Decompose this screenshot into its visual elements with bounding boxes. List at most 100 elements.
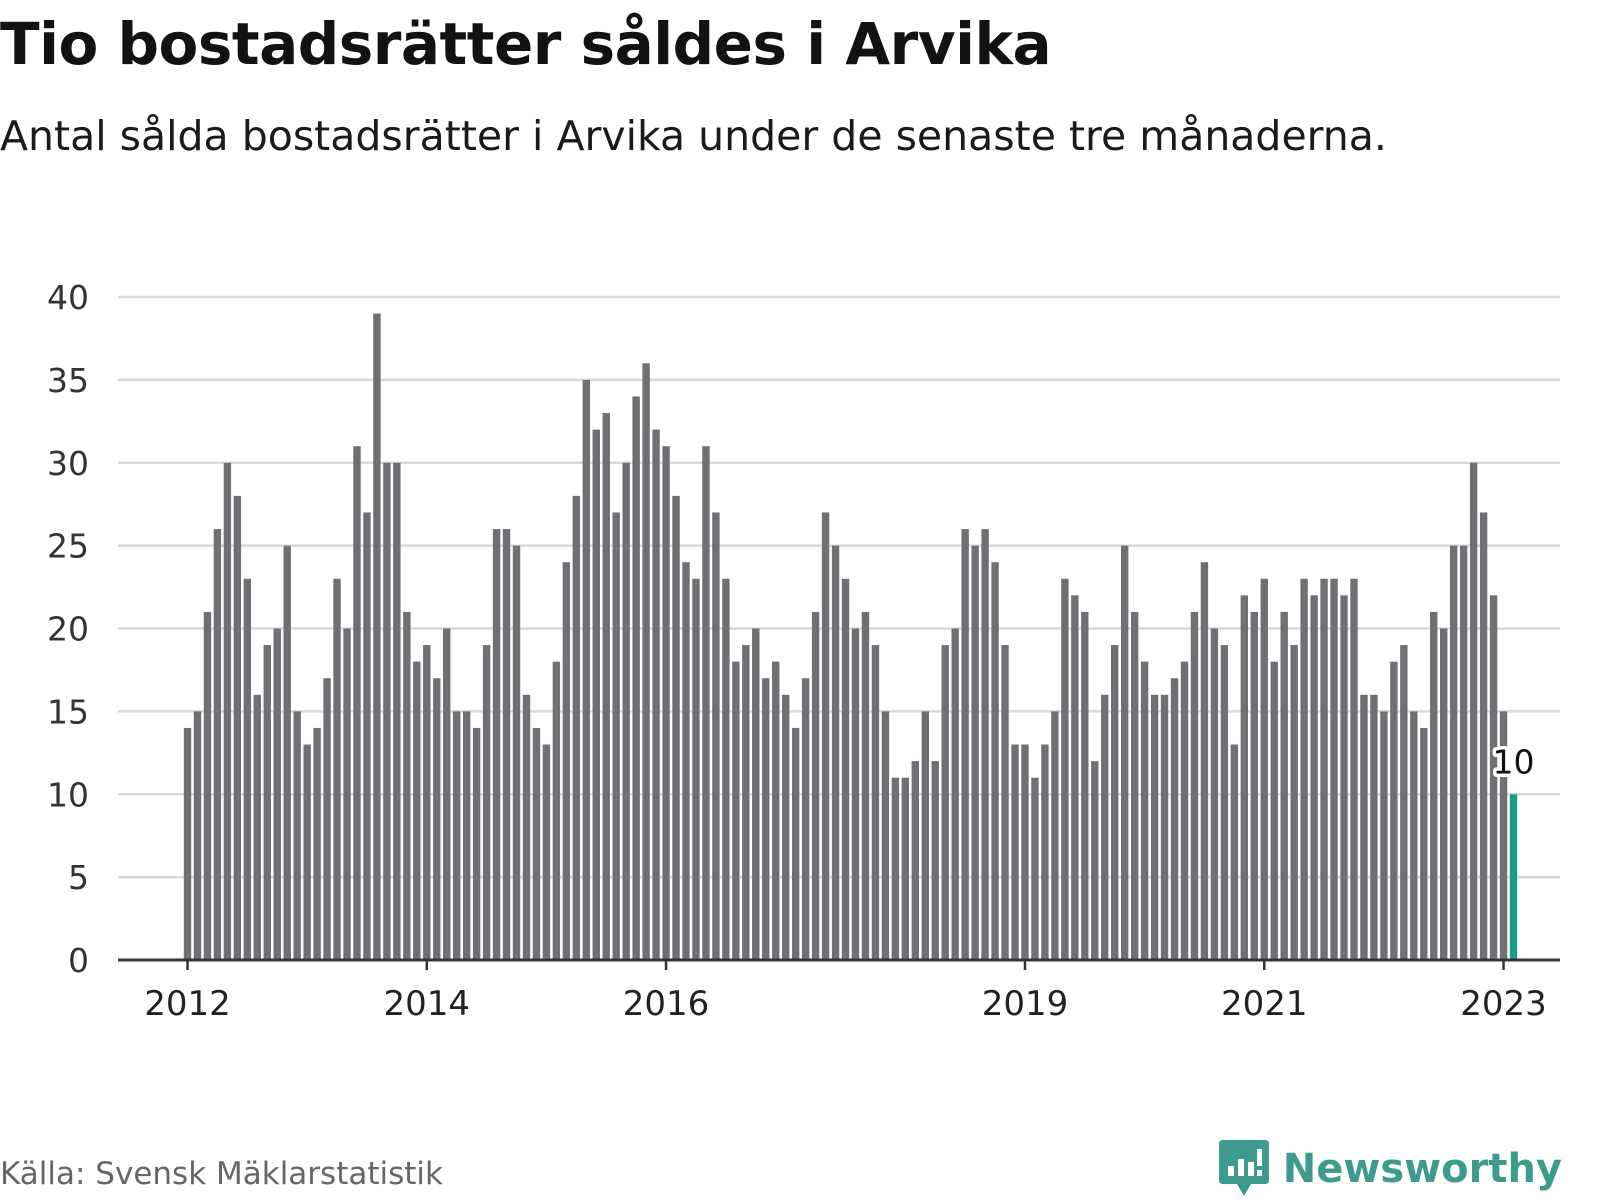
bar — [413, 661, 421, 960]
brand-logo[interactable]: Newsworthy — [1218, 1140, 1562, 1198]
bar — [951, 628, 959, 960]
bar — [831, 545, 840, 960]
bar — [1250, 611, 1258, 960]
bar — [1290, 645, 1298, 960]
bar — [891, 777, 900, 960]
bar — [1330, 578, 1338, 960]
bar — [702, 446, 710, 960]
data-label: 10 — [1493, 742, 1535, 781]
bar — [203, 611, 212, 960]
bar — [722, 578, 730, 960]
bar — [1440, 628, 1448, 960]
bar — [1300, 578, 1308, 960]
y-tick-label: 0 — [68, 941, 89, 980]
bar — [981, 529, 989, 960]
bar — [1400, 645, 1408, 960]
bar — [1180, 661, 1189, 960]
bar — [512, 545, 521, 960]
bar — [263, 645, 271, 960]
bar — [931, 761, 939, 960]
bar — [1469, 462, 1478, 960]
x-tick-label: 2016 — [623, 984, 710, 1024]
bar — [712, 512, 720, 960]
bar — [223, 462, 232, 960]
bar — [1270, 661, 1278, 960]
bar — [343, 628, 351, 960]
bar — [782, 694, 790, 960]
bar — [1120, 545, 1129, 960]
bar — [732, 661, 740, 960]
bar — [652, 429, 660, 961]
bar — [971, 545, 979, 960]
bar — [1200, 562, 1209, 960]
y-tick-label: 25 — [47, 527, 89, 566]
bar — [532, 727, 541, 960]
bar — [1280, 611, 1288, 960]
bar — [1150, 694, 1159, 960]
bar — [283, 545, 291, 960]
bar — [602, 413, 610, 960]
bar — [183, 727, 192, 960]
bar — [1310, 595, 1318, 960]
highlighted-bar — [1509, 794, 1518, 960]
bar — [1320, 578, 1328, 960]
bar — [901, 777, 910, 960]
bar — [672, 495, 680, 960]
bar — [1011, 744, 1019, 960]
bar — [1031, 777, 1039, 960]
bar — [1041, 744, 1049, 960]
bar — [1459, 545, 1468, 960]
newsworthy-logo-icon — [1218, 1140, 1269, 1196]
bar — [841, 578, 850, 960]
bar — [542, 744, 551, 960]
bar — [233, 495, 242, 960]
bar — [462, 711, 471, 960]
bar — [592, 429, 600, 961]
x-tick-label: 2021 — [1221, 984, 1308, 1024]
bar — [632, 396, 640, 960]
y-tick-label: 15 — [47, 692, 89, 731]
bar — [1071, 595, 1079, 960]
bar — [1390, 661, 1398, 960]
x-tick-label: 2014 — [384, 984, 471, 1024]
bar — [851, 628, 860, 960]
bar — [1410, 711, 1418, 960]
bar — [193, 711, 202, 960]
bar — [1489, 595, 1498, 960]
bar — [1430, 611, 1438, 960]
bar — [961, 529, 969, 960]
bar — [1220, 645, 1229, 960]
bar — [303, 744, 311, 960]
bar — [612, 512, 620, 960]
bar — [482, 645, 491, 960]
bar — [253, 694, 261, 960]
bar — [1260, 578, 1268, 960]
bar — [582, 379, 590, 960]
bar — [642, 363, 650, 960]
bar — [552, 661, 561, 960]
bar — [443, 628, 451, 960]
y-tick-label: 10 — [47, 775, 89, 814]
bar — [921, 711, 929, 960]
bar — [801, 678, 810, 960]
brand-name: Newsworthy — [1282, 1146, 1562, 1192]
bar — [323, 678, 331, 960]
chart-title: Tio bostadsrätter såldes i Arvika — [0, 10, 1052, 78]
bar — [293, 711, 301, 960]
bar — [1021, 744, 1029, 960]
bar — [273, 628, 281, 960]
bar — [871, 645, 880, 960]
bar — [622, 462, 630, 960]
bar — [393, 462, 401, 960]
bar — [1449, 545, 1458, 960]
bar — [692, 578, 700, 960]
bar — [572, 495, 581, 960]
chart-subtitle: Antal sålda bostadsrätter i Arvika under… — [0, 112, 1387, 160]
bar — [363, 512, 371, 960]
bar — [811, 611, 820, 960]
y-tick-label: 20 — [47, 610, 89, 649]
bar — [821, 512, 830, 960]
bar — [1130, 611, 1139, 960]
y-tick-label: 5 — [68, 858, 89, 897]
